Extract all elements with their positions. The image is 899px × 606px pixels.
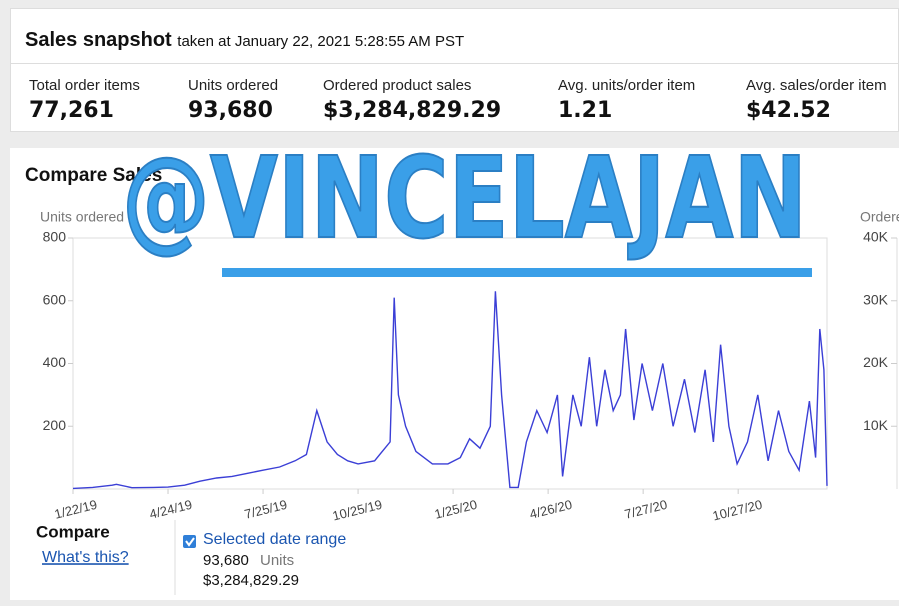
y2-tick-label: 40K — [863, 229, 889, 245]
y2-tick-label: 30K — [863, 291, 889, 307]
metric: Avg. units/order item 1.21 — [558, 77, 695, 123]
metric: Ordered product sales $3,284,829.29 — [323, 77, 501, 123]
metric-label: Total order items — [29, 77, 140, 94]
help-link[interactable]: What's this? — [42, 549, 129, 566]
metric-value: 77,261 — [29, 98, 114, 123]
sales-total: $3,284,829.29 — [203, 572, 299, 589]
y-tick-label: 400 — [43, 354, 67, 370]
y2-axis-label: Ordered product sales — [860, 209, 899, 225]
snapshot-title: Sales snapshot taken at January 22, 2021… — [25, 29, 464, 52]
subtitle: taken at January 22, 2021 5:28:55 AM PST — [177, 33, 465, 50]
watermark-bar — [222, 268, 812, 277]
y-tick-label: 600 — [43, 291, 67, 307]
y-axis-label: Units ordered — [40, 209, 124, 225]
metric-label: Avg. sales/order item — [746, 77, 887, 94]
legend-heading: Compare — [36, 522, 110, 541]
watermark: @VINCELAJAN — [122, 134, 807, 264]
y-tick-label: 200 — [43, 417, 67, 433]
metric-label: Ordered product sales — [323, 77, 472, 94]
metric: Units ordered 93,680 — [188, 77, 278, 123]
metric-label: Avg. units/order item — [558, 77, 696, 94]
snapshot-panel: Sales snapshot taken at January 22, 2021… — [10, 8, 899, 132]
metric: Total order items 77,261 — [29, 77, 140, 123]
legend-series: Selected date range — [203, 531, 346, 548]
units-total: 93,680 — [203, 552, 249, 569]
y-tick-label: 800 — [43, 229, 67, 245]
legend-checkbox[interactable] — [183, 535, 196, 548]
units-label: Units — [260, 552, 294, 569]
metric-value: $42.52 — [746, 98, 831, 123]
y2-tick-label: 10K — [863, 417, 889, 433]
chart-panel — [10, 148, 899, 600]
line-series — [72, 291, 828, 490]
metric-value: 93,680 — [188, 98, 273, 123]
y2-tick-label: 20K — [863, 354, 889, 370]
chart-title: Compare Sales — [25, 165, 162, 186]
metric-value: 1.21 — [558, 98, 613, 123]
metric: Avg. sales/order item $42.52 — [746, 77, 887, 123]
metric-label: Units ordered — [188, 77, 279, 94]
divider — [11, 63, 898, 64]
metric-value: $3,284,829.29 — [323, 98, 502, 123]
checkmark — [185, 537, 195, 547]
title: Sales snapshot — [25, 29, 172, 51]
